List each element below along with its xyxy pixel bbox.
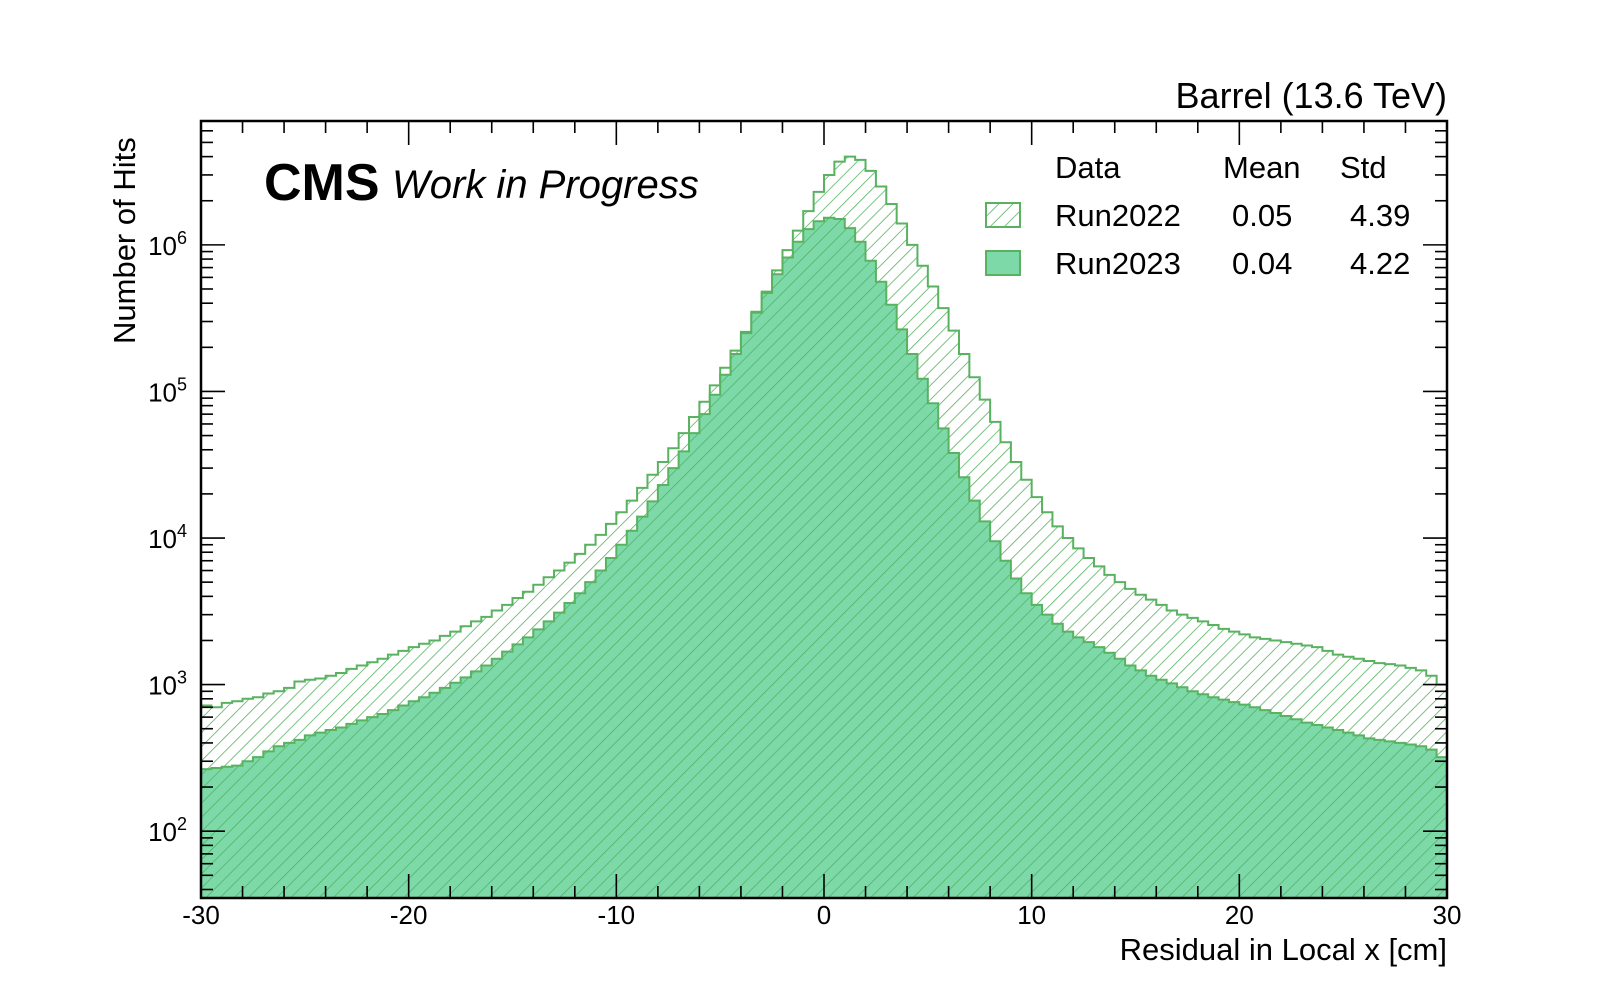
y-tick-label-exponent: 4 (177, 521, 187, 541)
y-tick-label-exponent: 3 (177, 668, 187, 688)
y-tick-label-base: 10 (148, 671, 177, 701)
x-tick-label: -10 (598, 900, 636, 930)
legend-header-mean: Mean (1223, 150, 1301, 185)
x-tick-label: 0 (817, 900, 831, 930)
y-tick-label-base: 10 (148, 231, 177, 261)
y-tick-label-exponent: 6 (177, 228, 187, 248)
y-tick-label-base: 10 (148, 817, 177, 847)
plot-area (201, 155, 1447, 898)
legend-swatch-run2023 (985, 250, 1021, 276)
y-tick-label: 105 (148, 374, 187, 407)
y-tick-label-exponent: 2 (177, 814, 187, 834)
work-in-progress-label: Work in Progress (392, 163, 699, 207)
legend-header-std: Std (1340, 150, 1387, 185)
y-tick-label-exponent: 5 (177, 374, 187, 394)
legend-name-run2022: Run2022 (1055, 198, 1181, 233)
y-axis-title: Number of Hits (107, 137, 142, 344)
y-tick-label: 106 (148, 228, 187, 261)
y-tick-label-base: 10 (148, 377, 177, 407)
legend-std-run2022: 4.39 (1350, 198, 1410, 233)
legend-header-data: Data (1055, 150, 1121, 185)
legend-mean-run2022: 0.05 (1232, 198, 1292, 233)
plot-frame (199, 119, 1449, 900)
x-tick-label: 20 (1225, 900, 1254, 930)
x-tick-label: 10 (1017, 900, 1046, 930)
x-axis-title: Residual in Local x [cm] (1120, 932, 1447, 967)
barrel-energy-label: Barrel (13.6 TeV) (1176, 75, 1447, 116)
x-tick-label: -30 (182, 900, 220, 930)
x-tick-labels: -30 -20 -10 0 10 20 30 (182, 900, 1461, 930)
legend-name-run2023: Run2023 (1055, 246, 1181, 281)
legend-std-run2023: 4.22 (1350, 246, 1410, 281)
x-tick-label: -20 (390, 900, 428, 930)
legend-mean-run2023: 0.04 (1232, 246, 1292, 281)
legend-swatch-run2022 (985, 202, 1021, 228)
series-run2023-histogram (201, 216, 1447, 898)
y-tick-label: 103 (148, 668, 187, 701)
y-tick-label: 104 (148, 521, 187, 554)
x-tick-label: 30 (1433, 900, 1462, 930)
cms-label: CMS (264, 154, 380, 212)
legend: Data Mean Std Run2022 0.05 4.39 Run2023 … (985, 150, 1410, 281)
y-tick-label: 102 (148, 814, 187, 847)
y-tick-label-base: 10 (148, 524, 177, 554)
